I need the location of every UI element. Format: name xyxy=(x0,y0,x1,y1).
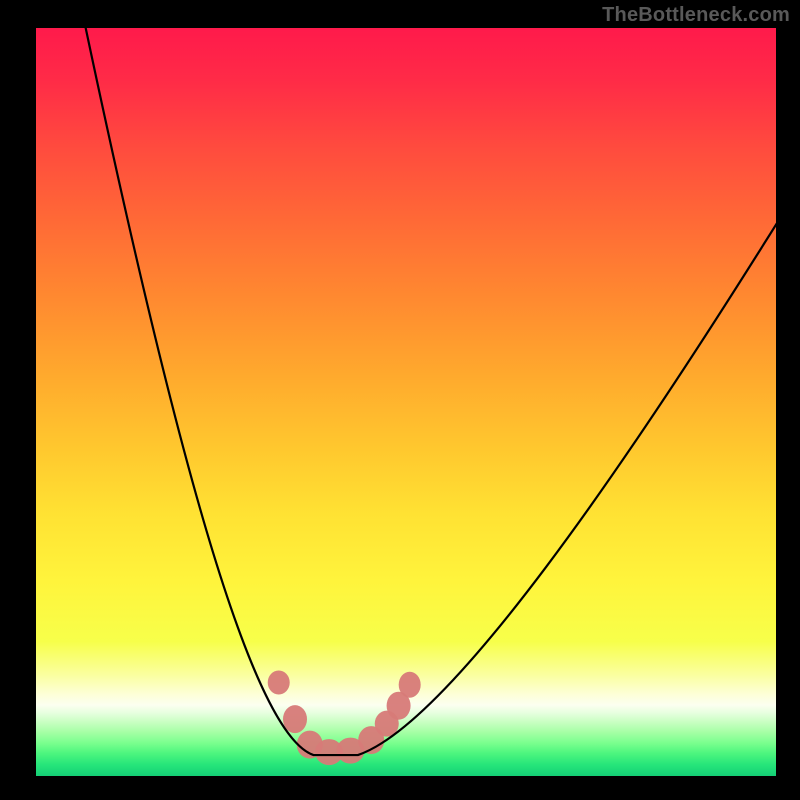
chart-frame: { "watermark": { "text": "TheBottleneck.… xyxy=(0,0,800,800)
bottleneck-chart xyxy=(0,0,800,800)
curve-marker xyxy=(268,671,290,695)
curve-marker xyxy=(283,705,307,733)
curve-marker xyxy=(399,672,421,698)
watermark-text: TheBottleneck.com xyxy=(602,4,790,27)
gradient-background xyxy=(36,28,776,776)
